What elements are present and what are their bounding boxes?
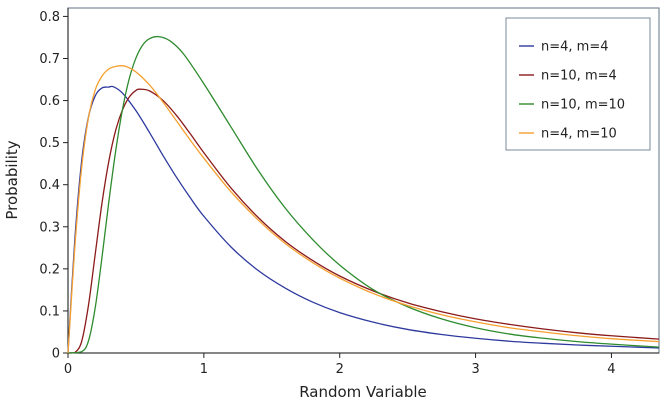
axis-ticks: 0 0.1 0.2 0.3 0.4 0.5 0.6 0.7 0.8 0 1 2 3 4 — [39, 10, 615, 377]
series-line — [67, 65, 660, 354]
legend-label: n=10, m=4 — [541, 69, 617, 84]
legend-label: n=4, m=10 — [541, 127, 617, 142]
y-tick-label: 0.1 — [39, 304, 60, 319]
y-axis-title: Probability — [3, 140, 21, 219]
y-tick-label: 0.4 — [39, 178, 60, 193]
x-tick-label: 3 — [471, 362, 479, 377]
legend: n=4, m=4 n=10, m=4 n=10, m=10 n=4, m=10 — [505, 17, 651, 151]
y-tick-label: 0.7 — [39, 52, 60, 67]
x-tick-label: 2 — [336, 362, 344, 377]
y-tick-label: 0.6 — [39, 94, 60, 109]
legend-label: n=4, m=4 — [541, 40, 609, 55]
x-tick-label: 1 — [200, 362, 208, 377]
curves — [67, 35, 660, 354]
legend-label: n=10, m=10 — [541, 98, 625, 113]
series-line — [67, 85, 660, 354]
x-tick-label: 4 — [607, 362, 615, 377]
y-tick-label: 0.8 — [39, 10, 60, 25]
legend-box — [505, 17, 651, 151]
y-tick-label: 0 — [52, 347, 60, 362]
x-tick-label: 0 — [64, 362, 72, 377]
x-axis-title: Random Variable — [299, 383, 427, 401]
y-tick-label: 0.2 — [39, 262, 60, 277]
y-tick-label: 0.5 — [39, 136, 60, 151]
series-line — [67, 88, 660, 354]
y-tick-label: 0.3 — [39, 220, 60, 235]
series-line — [67, 35, 660, 354]
